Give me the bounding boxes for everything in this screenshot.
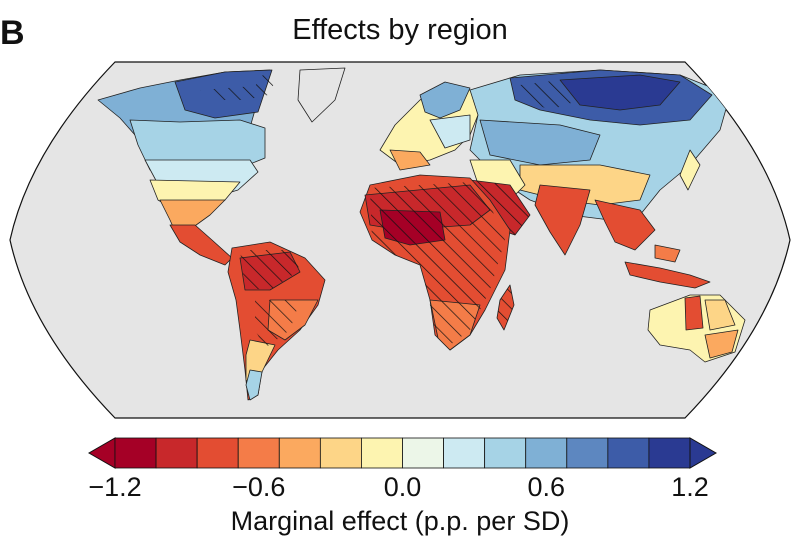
panel-letter: B [0,14,25,52]
colorbar-bin [566,437,609,469]
greenland [297,67,346,123]
colorbar-bin [648,437,691,469]
north-america [97,67,346,266]
australia [647,294,771,381]
colorbar-bin [319,437,362,469]
colorbar-tick-label: 0.0 [383,472,422,502]
africa [359,174,515,351]
colorbar-bin [155,437,198,469]
colorbar-tick-label: 1.2 [671,472,709,502]
colorbar-bin [278,437,321,469]
colorbar-bin [237,437,280,469]
colorbar-bin [196,437,239,469]
colorbar-tick-label: −0.6 [232,472,286,502]
asia [469,69,731,256]
colorbar-title: Marginal effect (p.p. per SD) [230,506,570,536]
colorbar-tick-label: −1.2 [88,472,142,502]
colorbar-extend-high [689,437,718,469]
colorbar-bin [114,437,157,469]
colorbar-bin [361,437,403,469]
europe [379,81,481,171]
colorbar [87,437,718,469]
colorbar-bin [607,437,650,469]
map-title: Effects by region [292,14,508,46]
colorbar-bin [443,437,486,469]
colorbar-tick-label: 0.6 [527,472,566,502]
colorbar-bin [525,437,568,469]
colorbar-bin [484,437,527,469]
indonesia [624,244,711,289]
colorbar-extend-low [87,437,116,469]
south-america [227,241,326,401]
colorbar-bin [402,437,444,469]
